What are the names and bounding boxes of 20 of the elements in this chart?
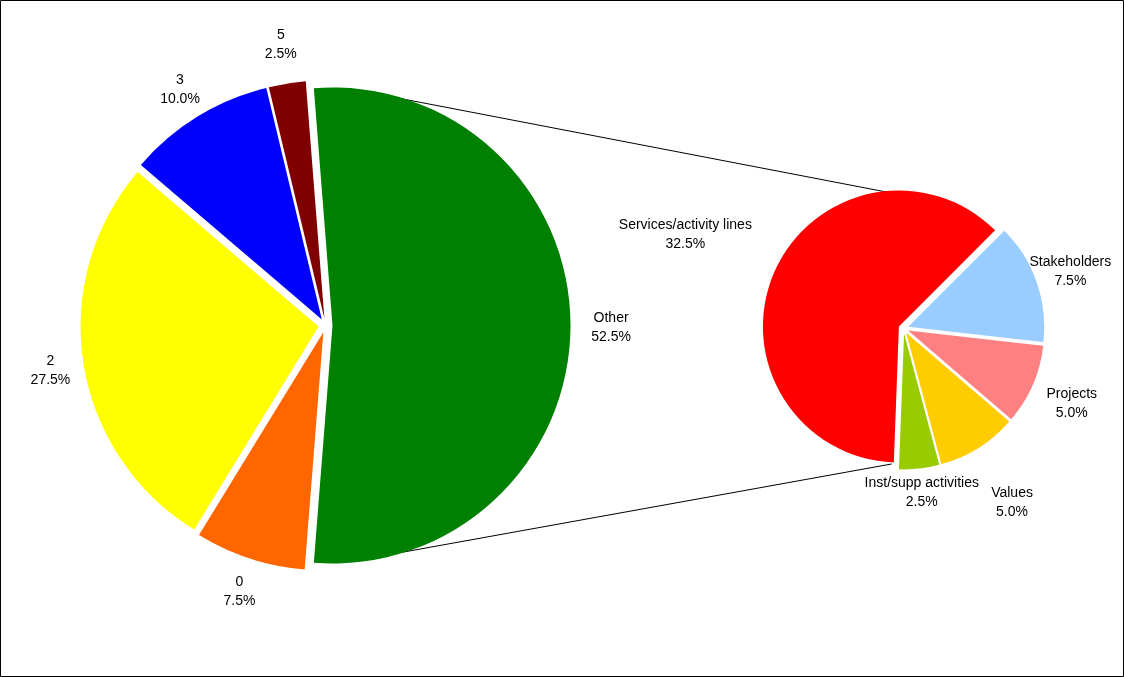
slice-label: Other bbox=[593, 308, 629, 325]
slice-label: 2 bbox=[46, 352, 55, 369]
data-label: 5.0% bbox=[996, 503, 1028, 520]
data-label: 10.0% bbox=[160, 90, 200, 107]
slice-label: 3 bbox=[176, 71, 185, 88]
slice-label: Inst/supp activities bbox=[864, 473, 979, 490]
data-label: 2.5% bbox=[905, 492, 938, 509]
slice-label: 5 bbox=[276, 26, 285, 43]
slice-label: Projects bbox=[1046, 384, 1098, 401]
data-label: 2.5% bbox=[264, 45, 297, 62]
slice-label: Services/activity lines bbox=[618, 216, 752, 233]
data-label: 7.5% bbox=[223, 592, 256, 609]
data-label: 5.0% bbox=[1055, 403, 1088, 420]
data-label: 52.5% bbox=[591, 327, 631, 344]
data-label: 7.5% bbox=[1054, 272, 1087, 289]
data-label: 32.5% bbox=[665, 235, 706, 252]
data-label: 27.5% bbox=[30, 371, 71, 388]
slice-label: 0 bbox=[235, 573, 244, 590]
slice-label: Stakeholders bbox=[1029, 253, 1112, 270]
slice-label: Values bbox=[991, 484, 1033, 501]
